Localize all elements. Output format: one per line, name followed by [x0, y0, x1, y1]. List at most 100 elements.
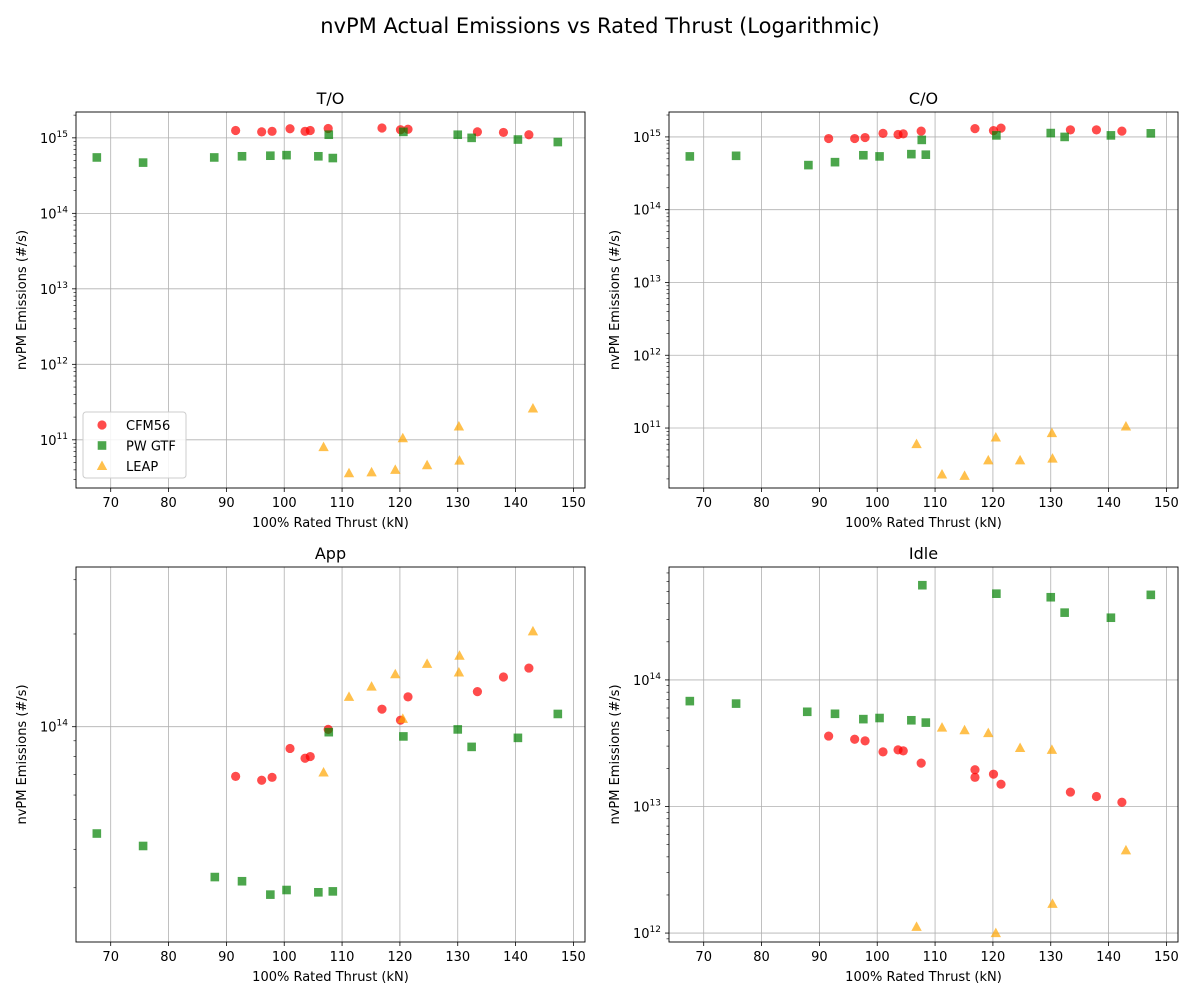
- x-tick-label: 130: [445, 496, 470, 511]
- point-cfm56: [996, 779, 1006, 789]
- x-tick-label: 90: [218, 950, 235, 965]
- point-pw-gtf: [804, 160, 813, 170]
- x-tick-label: 140: [1096, 950, 1121, 965]
- point-pw-gtf: [802, 707, 812, 717]
- point-leap: [318, 767, 329, 777]
- point-pw-gtf: [138, 158, 148, 167]
- point-cfm56: [878, 747, 888, 757]
- legend-marker-square: [97, 441, 107, 450]
- point-pw-gtf: [830, 157, 840, 167]
- x-tick-label: 120: [387, 496, 412, 511]
- x-tick-label: 100: [272, 950, 297, 965]
- point-pw-gtf: [1146, 590, 1156, 600]
- point-pw-gtf: [921, 718, 931, 727]
- point-leap: [1046, 744, 1058, 754]
- point-cfm56: [1065, 787, 1076, 797]
- point-cfm56: [257, 775, 267, 785]
- point-pw-gtf: [237, 151, 247, 161]
- point-leap: [911, 438, 922, 449]
- x-tick-label: 70: [695, 950, 712, 965]
- point-pw-gtf: [138, 841, 148, 851]
- point-cfm56: [916, 758, 926, 768]
- y-tick-label: 1013: [40, 281, 68, 298]
- point-pw-gtf: [1106, 613, 1116, 623]
- x-tick-label: 130: [1038, 950, 1063, 965]
- point-leap: [1047, 898, 1058, 908]
- x-tick-label: 140: [503, 496, 528, 511]
- point-cfm56: [257, 127, 267, 137]
- x-tick-label: 110: [923, 496, 948, 511]
- point-cfm56: [305, 751, 315, 762]
- x-axis-label: 100% Rated Thrust (kN): [845, 970, 1002, 985]
- point-pw-gtf: [1106, 131, 1116, 140]
- point-leap: [959, 724, 970, 735]
- point-pw-gtf: [731, 151, 741, 161]
- point-pw-gtf: [1046, 128, 1056, 138]
- y-tick-label: 1012: [40, 356, 68, 373]
- y-axis-label: nvPM Emissions (#/s): [15, 230, 30, 370]
- point-pw-gtf: [907, 149, 916, 159]
- point-leap: [911, 921, 922, 931]
- point-pw-gtf: [513, 733, 523, 743]
- x-tick-label: 120: [387, 950, 412, 965]
- point-pw-gtf: [553, 137, 563, 147]
- point-leap: [390, 668, 401, 679]
- subplot-title: App: [315, 544, 346, 563]
- x-tick-label: 80: [160, 950, 177, 965]
- x-tick-label: 140: [503, 950, 528, 965]
- point-pw-gtf: [685, 696, 695, 706]
- point-pw-gtf: [1046, 592, 1056, 602]
- x-tick-label: 80: [753, 950, 770, 965]
- point-cfm56: [1117, 797, 1127, 807]
- point-pw-gtf: [237, 876, 247, 886]
- point-leap: [318, 441, 329, 452]
- point-cfm56: [996, 123, 1006, 133]
- point-leap: [936, 468, 948, 479]
- axes-frame: [668, 566, 1179, 943]
- point-pw-gtf: [1060, 132, 1069, 142]
- y-tick-label: 1014: [40, 719, 68, 736]
- point-leap: [397, 713, 409, 723]
- x-tick-label: 70: [102, 496, 119, 511]
- subplot-2: 70 80 90 100 110 120 130 140 150 1011 1012 1013 1014…: [608, 89, 1179, 531]
- x-axis-label: 100% Rated Thrust (kN): [252, 970, 409, 985]
- y-axis-label: nvPM Emissions (#/s): [15, 684, 30, 824]
- subplot-title: Idle: [909, 544, 938, 563]
- point-pw-gtf: [553, 709, 563, 719]
- x-tick-label: 150: [1154, 496, 1179, 511]
- point-pw-gtf: [453, 725, 463, 734]
- x-tick-label: 90: [811, 496, 828, 511]
- legend-label: LEAP: [126, 460, 158, 475]
- point-leap: [343, 691, 355, 701]
- x-axis-label: 100% Rated Thrust (kN): [252, 516, 409, 531]
- point-leap: [1120, 420, 1132, 431]
- point-leap: [453, 666, 465, 677]
- point-pw-gtf: [282, 885, 291, 895]
- x-tick-label: 150: [561, 950, 586, 965]
- point-cfm56: [970, 124, 980, 134]
- y-tick-label: 1012: [633, 347, 661, 364]
- x-tick-label: 130: [1038, 496, 1063, 511]
- legend-label: PW GTF: [126, 440, 176, 455]
- point-pw-gtf: [921, 150, 931, 159]
- y-axis-label: nvPM Emissions (#/s): [608, 230, 623, 370]
- point-cfm56: [850, 133, 860, 144]
- point-pw-gtf: [859, 714, 868, 724]
- point-pw-gtf: [324, 727, 334, 737]
- x-axis-label: 100% Rated Thrust (kN): [845, 516, 1002, 531]
- point-cfm56: [824, 133, 834, 144]
- point-pw-gtf: [685, 152, 695, 161]
- point-cfm56: [377, 123, 387, 133]
- point-cfm56: [824, 731, 834, 741]
- point-pw-gtf: [314, 887, 323, 897]
- point-pw-gtf: [859, 150, 868, 160]
- y-tick-label: 1014: [633, 672, 661, 689]
- point-pw-gtf: [328, 887, 338, 896]
- point-pw-gtf: [453, 130, 463, 140]
- point-cfm56: [498, 672, 509, 682]
- point-cfm56: [1065, 125, 1076, 135]
- point-leap: [1046, 427, 1058, 438]
- x-tick-label: 130: [445, 950, 470, 965]
- point-pw-gtf: [907, 715, 916, 725]
- point-pw-gtf: [731, 699, 741, 708]
